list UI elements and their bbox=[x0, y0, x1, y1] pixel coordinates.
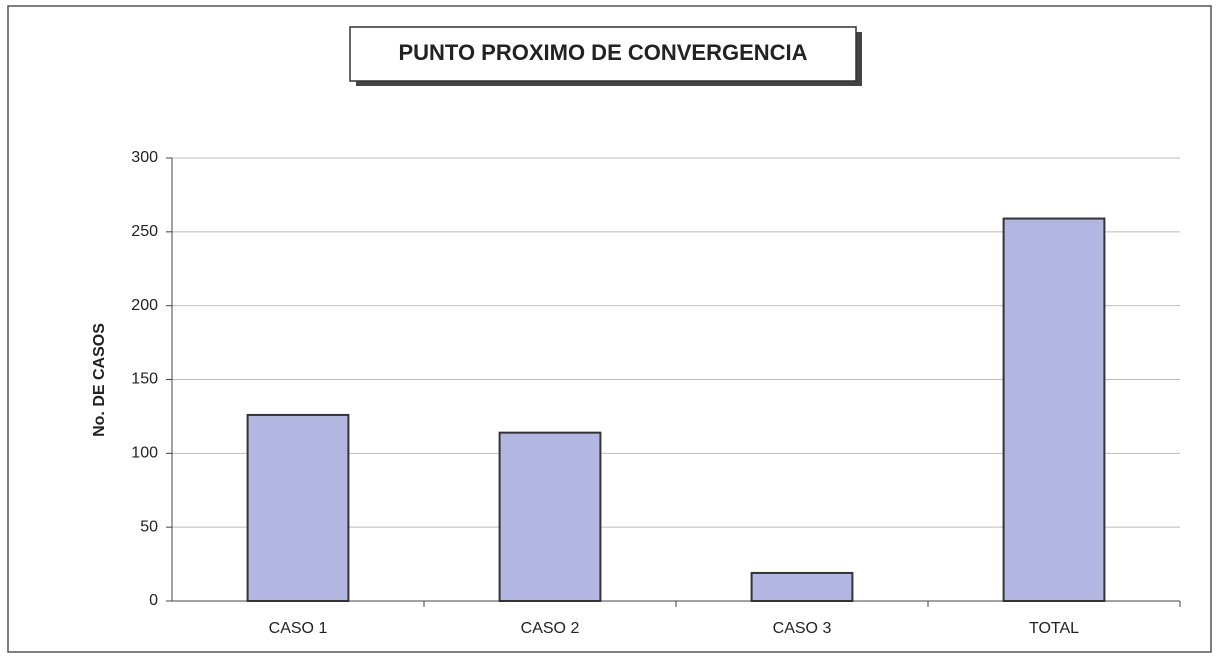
y-tick-label: 100 bbox=[131, 445, 158, 462]
bar bbox=[750, 571, 854, 603]
bar bbox=[246, 413, 350, 602]
y-tick-label: 250 bbox=[131, 223, 158, 240]
y-tick-label: 300 bbox=[131, 149, 158, 166]
y-axis-label: No. DE CASOS bbox=[91, 323, 108, 437]
bar bbox=[498, 431, 602, 602]
chart-title: PUNTO PROXIMO DE CONVERGENCIA bbox=[398, 40, 807, 65]
x-tick-label: CASO 1 bbox=[269, 620, 328, 637]
y-tick-label: 150 bbox=[131, 371, 158, 388]
y-tick-label: 50 bbox=[140, 518, 158, 535]
x-tick-label: CASO 3 bbox=[773, 620, 832, 637]
x-tick-label: CASO 2 bbox=[521, 620, 580, 637]
x-tick-label: TOTAL bbox=[1029, 620, 1079, 637]
y-tick-label: 200 bbox=[131, 297, 158, 314]
bar bbox=[1002, 217, 1106, 602]
y-tick-label: 0 bbox=[149, 592, 158, 609]
title-box bbox=[349, 26, 857, 82]
